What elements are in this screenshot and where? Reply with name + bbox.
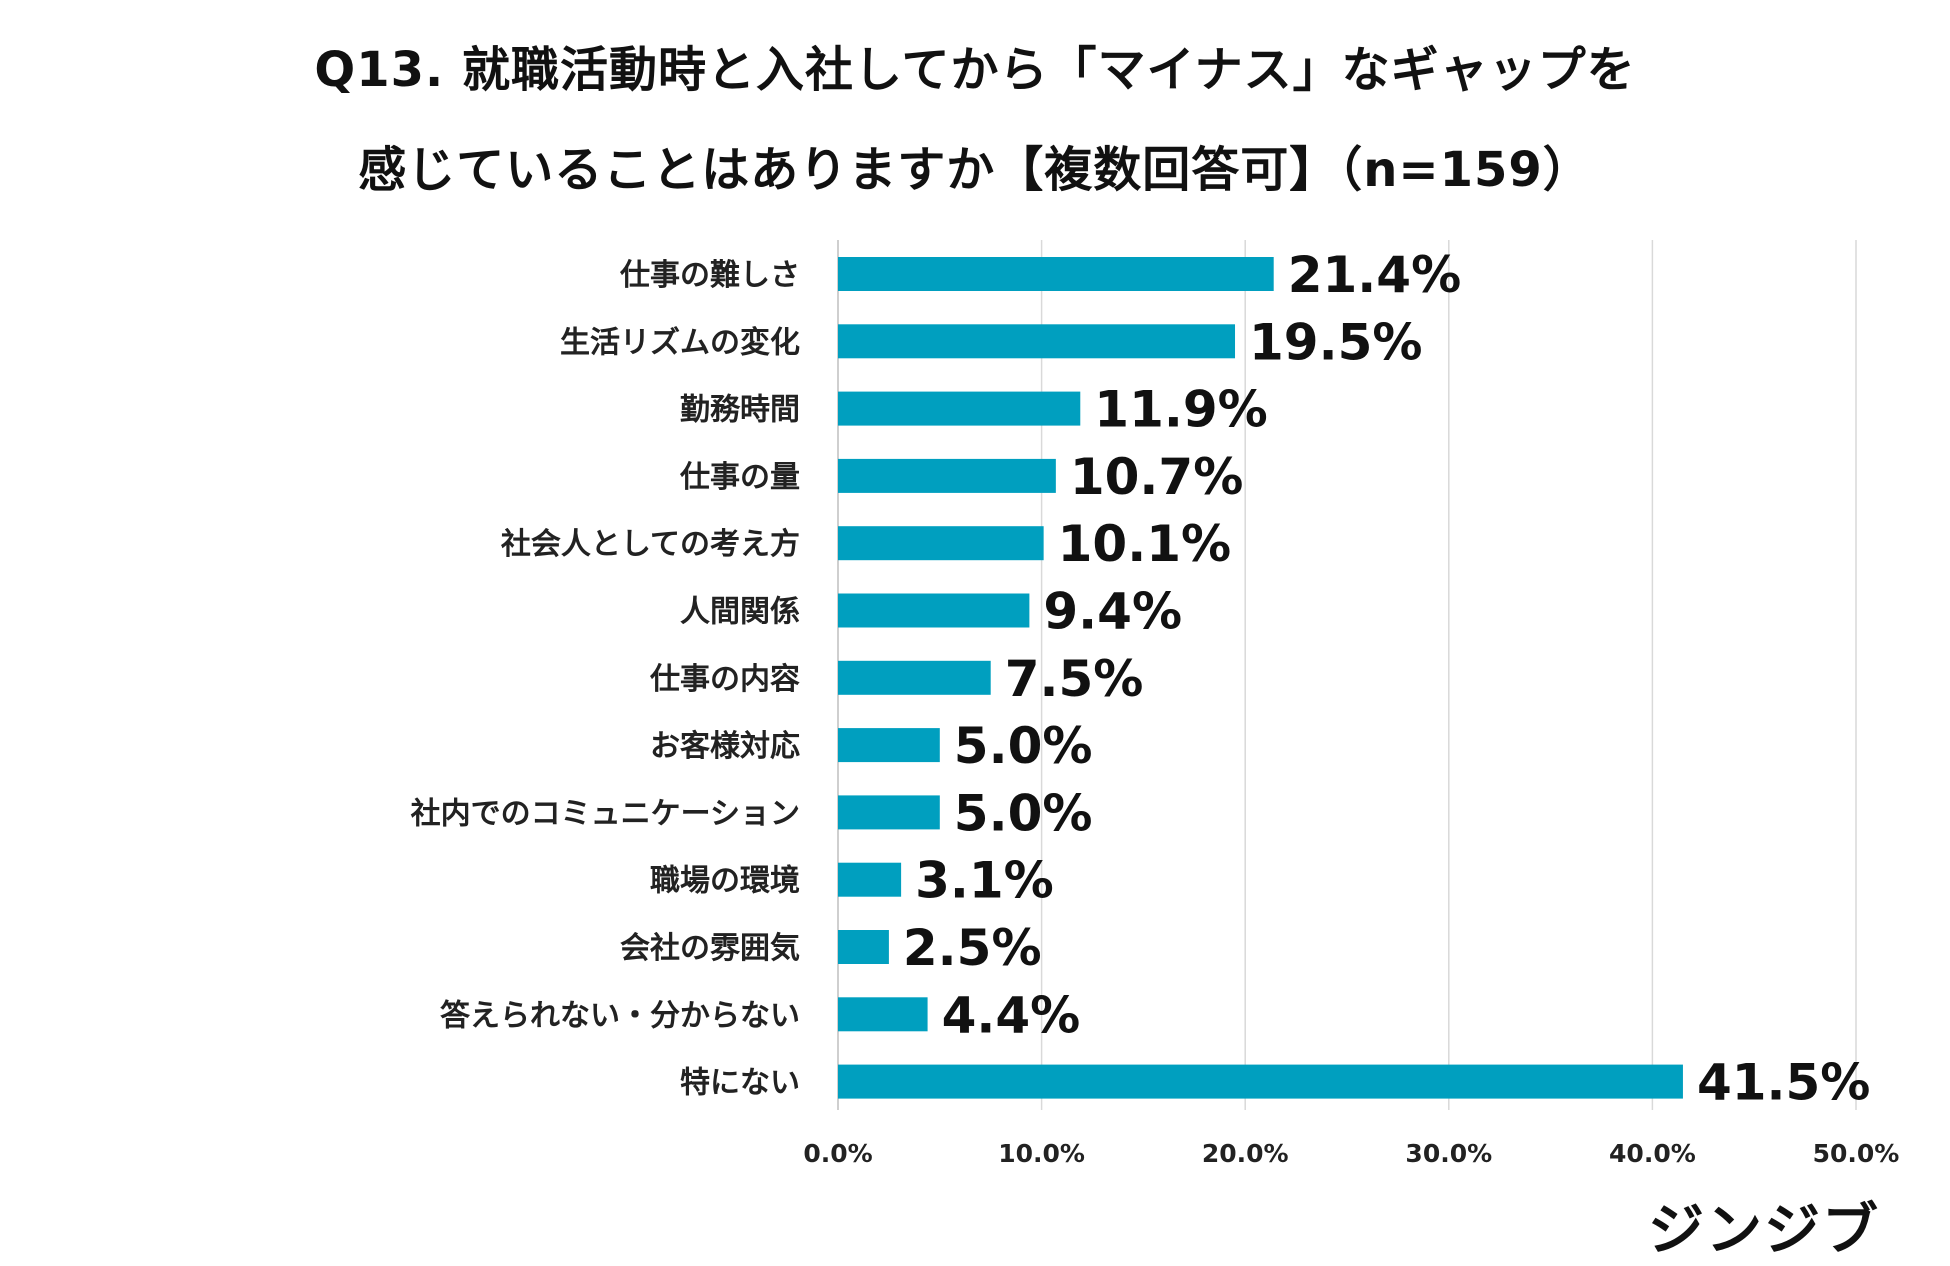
data-label: 19.5% [1249, 313, 1422, 371]
bar [838, 728, 940, 763]
category-label: 社内でのコミュニケーション [411, 796, 800, 831]
data-label: 10.1% [1058, 515, 1231, 573]
bar [838, 1064, 1683, 1099]
category-label: 社会人としての考え方 [501, 527, 800, 562]
bar [838, 997, 928, 1032]
category-label: 職場の環境 [650, 864, 800, 899]
category-label: 答えられない・分からない [440, 998, 800, 1033]
chart-title-line-1: Q13. 就職活動時と入社してから「マイナス」なギャップを [314, 42, 1636, 98]
data-label: 7.5% [1005, 650, 1144, 708]
bar [838, 660, 991, 695]
category-label: 特にない [680, 1066, 800, 1101]
x-tick-label: 30.0% [1405, 1139, 1492, 1168]
bar [838, 930, 889, 964]
data-label: 5.0% [954, 784, 1093, 842]
x-tick-label: 0.0% [803, 1139, 872, 1168]
data-label: 11.9% [1094, 381, 1267, 439]
data-label: 21.4% [1288, 246, 1461, 304]
x-tick-label: 20.0% [1202, 1139, 1289, 1168]
bar [838, 862, 902, 897]
bar [838, 458, 1056, 493]
bar [838, 391, 1081, 426]
category-label: 人間関係 [680, 595, 800, 630]
data-label: 41.5% [1697, 1054, 1870, 1112]
data-label: 2.5% [903, 919, 1042, 977]
brand-logo: ジンジブ [1648, 1198, 1880, 1263]
category-label: 仕事の内容 [649, 662, 800, 697]
data-label: 3.1% [915, 852, 1054, 910]
bar [838, 257, 1274, 291]
x-tick-label: 50.0% [1813, 1139, 1900, 1168]
bar [838, 324, 1236, 359]
data-label: 4.4% [942, 986, 1081, 1044]
x-tick-label: 40.0% [1609, 1139, 1696, 1168]
bar [838, 593, 1030, 628]
bar [838, 526, 1044, 561]
category-label: お客様対応 [650, 729, 800, 764]
data-label: 9.4% [1043, 583, 1182, 641]
bar [838, 795, 940, 830]
category-label: 勤務時間 [680, 393, 800, 428]
category-label: 仕事の量 [679, 460, 800, 495]
category-label: 仕事の難しさ [619, 258, 800, 293]
chart-title-line-2: 感じていることはありますか【複数回答可】（n=159） [358, 142, 1592, 198]
data-label: 10.7% [1070, 448, 1243, 506]
category-label: 会社の雰囲気 [620, 931, 800, 966]
category-label: 生活リズムの変化 [560, 325, 800, 360]
data-label: 5.0% [954, 717, 1093, 775]
x-tick-label: 10.0% [998, 1139, 1085, 1168]
